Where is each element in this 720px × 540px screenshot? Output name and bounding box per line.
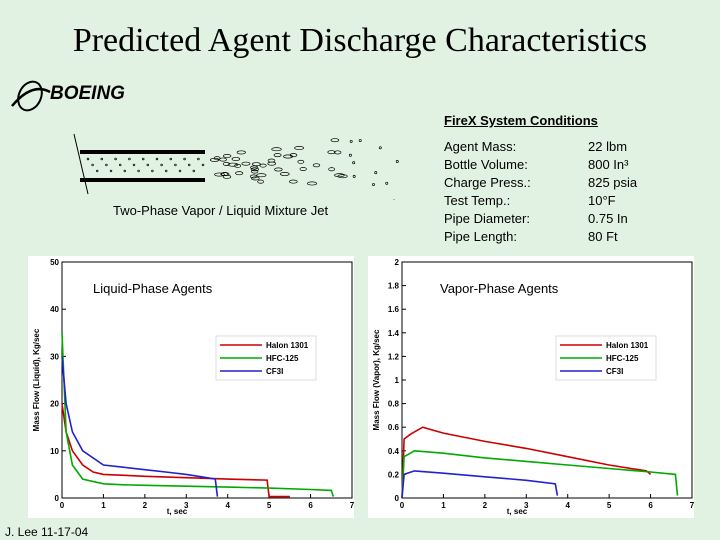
two-phase-jet-diagram	[73, 133, 399, 200]
conditions-labels: Agent Mass: Bottle Volume: Charge Press.…	[444, 138, 531, 246]
vapor-y-tick-label: 0.8	[388, 400, 400, 409]
vapor-y-tick-label: 1.6	[388, 305, 400, 314]
liquid-series-line	[61, 356, 219, 497]
condition-label: Charge Press.:	[444, 175, 531, 190]
vapor-x-tick-label: 1	[441, 501, 446, 510]
liquid-x-tick-label: 5	[267, 501, 272, 510]
condition-value: 0.75 In	[588, 211, 628, 226]
condition-value: 800 In³	[588, 157, 629, 172]
vapor-x-tick-label: 0	[400, 501, 405, 510]
vapor-x-tick-label: 2	[483, 501, 488, 510]
liquid-legend-label: Halon 1301	[266, 341, 309, 350]
liquid-y-axis-label: Mass Flow (Liquid), Kg/sec	[32, 328, 41, 431]
liquid-y-tick-label: 30	[50, 352, 59, 361]
vapor-chart-caption: Vapor-Phase Agents	[440, 281, 559, 296]
vapor-chart-svg: 0 1 2 3 4 5 6 7 0 0.2 0.4 0.6 0.8 1 1.2 1.4 1.6 1.8 2 t, se…	[372, 258, 695, 516]
liquid-y-tick-label: 50	[50, 258, 59, 267]
condition-label: Agent Mass:	[444, 139, 517, 154]
vapor-y-tick-label: 0.2	[388, 470, 400, 479]
liquid-y-tick-label: 40	[50, 305, 59, 314]
vapor-x-tick-label: 6	[648, 501, 653, 510]
vapor-y-tick-label: 2	[395, 258, 400, 267]
liquid-x-axis-label: t, sec	[167, 507, 188, 516]
condition-value: 825 psia	[588, 175, 638, 190]
vapor-y-tick-label: 1.2	[388, 352, 400, 361]
condition-label: Pipe Length:	[444, 229, 518, 244]
conditions-values: 22 lbm 800 In³ 825 psia 10°F 0.75 In 80 …	[588, 138, 637, 246]
liquid-chart: 0 1 2 3 4 5 6 7 0 10 20 30 40 50 t, sec Mass Flow (Liqu…	[28, 256, 355, 518]
liquid-chart-caption: Liquid-Phase Agents	[93, 281, 213, 296]
liquid-x-tick-label: 4	[225, 501, 230, 510]
condition-value: 80 Ft	[588, 229, 618, 244]
liquid-chart-svg: 0 1 2 3 4 5 6 7 0 10 20 30 40 50 t, sec Mass Flow (Liqu…	[32, 258, 355, 516]
liquid-series-line	[61, 403, 290, 498]
vapor-legend-label: HFC-125	[606, 354, 639, 363]
liquid-x-tick-label: 0	[60, 501, 65, 510]
liquid-y-tick-label: 10	[50, 447, 59, 456]
liquid-plot-frame	[61, 261, 353, 499]
liquid-series-line	[61, 332, 335, 497]
footer-credit: J. Lee 11-17-04	[5, 525, 89, 539]
jet-caption: Two-Phase Vapor / Liquid Mixture Jet	[113, 203, 329, 218]
liquid-legend-label: HFC-125	[266, 354, 299, 363]
condition-label: Bottle Volume:	[444, 157, 528, 172]
vapor-y-tick-label: 0	[395, 494, 400, 503]
vapor-y-tick-label: 1	[395, 376, 400, 385]
vapor-series-line	[401, 426, 652, 499]
vapor-series-line	[401, 470, 559, 499]
vapor-y-tick-label: 1.4	[388, 329, 400, 338]
liquid-legend-label: CF3I	[266, 367, 283, 376]
condition-value: 10°F	[588, 193, 616, 208]
vapor-x-tick-label: 3	[524, 501, 529, 510]
conditions-heading: FireX System Conditions	[444, 113, 598, 128]
liquid-x-tick-label: 6	[308, 501, 313, 510]
liquid-y-tick-label: 20	[50, 400, 59, 409]
vapor-y-axis-label: Mass Flow (Vapor), Kg/sec	[372, 329, 381, 430]
vapor-legend-label: CF3I	[606, 367, 623, 376]
vapor-chart: 0 1 2 3 4 5 6 7 0 0.2 0.4 0.6 0.8 1 1.2 1.4 1.6 1.8 2 t, se…	[368, 256, 695, 518]
slide-title: Predicted Agent Discharge Characteristic…	[72, 22, 648, 59]
vapor-legend-label: Halon 1301	[606, 341, 649, 350]
vapor-y-tick-label: 0.4	[388, 447, 400, 456]
liquid-y-tick-label: 0	[55, 494, 60, 503]
liquid-x-tick-label: 1	[101, 501, 106, 510]
vapor-series-line	[401, 449, 679, 499]
vapor-x-tick-label: 4	[565, 501, 570, 510]
liquid-x-tick-label: 2	[143, 501, 148, 510]
vapor-x-tick-label: 5	[607, 501, 612, 510]
liquid-x-tick-label: 7	[350, 501, 354, 510]
boeing-logo: BOEING	[8, 76, 178, 116]
vapor-y-tick-label: 1.8	[388, 282, 400, 291]
condition-value: 22 lbm	[588, 139, 628, 154]
vapor-y-tick-label: 0.6	[388, 423, 400, 432]
liquid-x-tick-label: 3	[184, 501, 189, 510]
condition-label: Pipe Diameter:	[444, 211, 530, 226]
condition-label: Test Temp.:	[444, 193, 511, 208]
boeing-emblem-icon: BOEING	[11, 80, 125, 112]
logo-text: BOEING	[50, 83, 125, 104]
vapor-x-axis-label: t, sec	[507, 507, 528, 516]
vapor-x-tick-label: 7	[690, 501, 694, 510]
